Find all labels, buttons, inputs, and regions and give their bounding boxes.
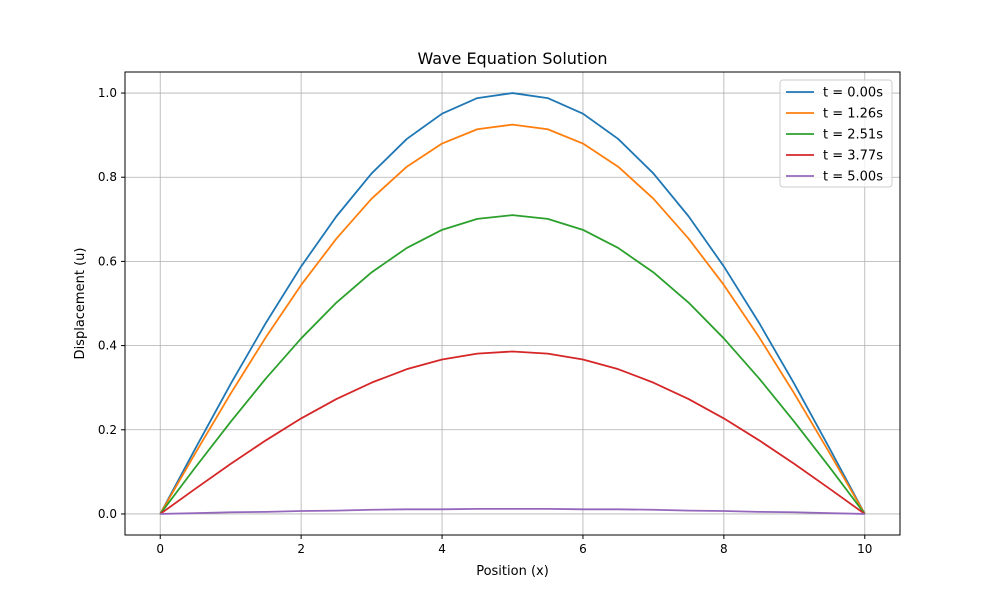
series-line-3 [159,350,866,515]
legend-label: t = 1.26s [823,107,883,122]
series-line-4 [160,507,865,515]
axis-ticks: 0 2 4 6 8 10 0.0 0.2 0.4 0.6 0.8 1.0 [98,86,873,556]
y-tick-label: 0.6 [98,254,117,268]
legend-label: t = 5.00s [823,170,883,185]
legend: t = 0.00s t = 1.26s t = 2.51s t = 3.77s t = … [779,79,893,188]
y-tick-label: 0.0 [98,507,117,521]
x-tick-label: 0 [156,542,164,556]
y-tick-label: 0.4 [98,339,117,353]
y-tick-label: 1.0 [98,86,117,100]
x-axis-label: Position (x) [476,564,549,579]
plot-area-frame [124,71,901,536]
y-tick-label: 0.8 [98,170,117,184]
y-tick-label: 0.2 [98,423,117,437]
series-lines [159,92,866,515]
chart-title: Wave Equation Solution [417,49,607,68]
x-tick-label: 2 [297,542,305,556]
series-line-2 [159,214,866,515]
x-tick-label: 8 [720,542,728,556]
x-tick-label: 6 [579,542,587,556]
legend-box [779,79,893,188]
legend-label: t = 2.51s [823,128,883,143]
x-tick-label: 10 [857,542,872,556]
series-line-0 [159,92,866,515]
x-tick-label: 4 [438,542,446,556]
series-line-1 [159,123,866,515]
grid-lines [125,72,900,535]
legend-label: t = 0.00s [823,86,883,101]
y-axis-label: Displacement (u) [73,248,88,360]
legend-label: t = 3.77s [823,149,883,164]
